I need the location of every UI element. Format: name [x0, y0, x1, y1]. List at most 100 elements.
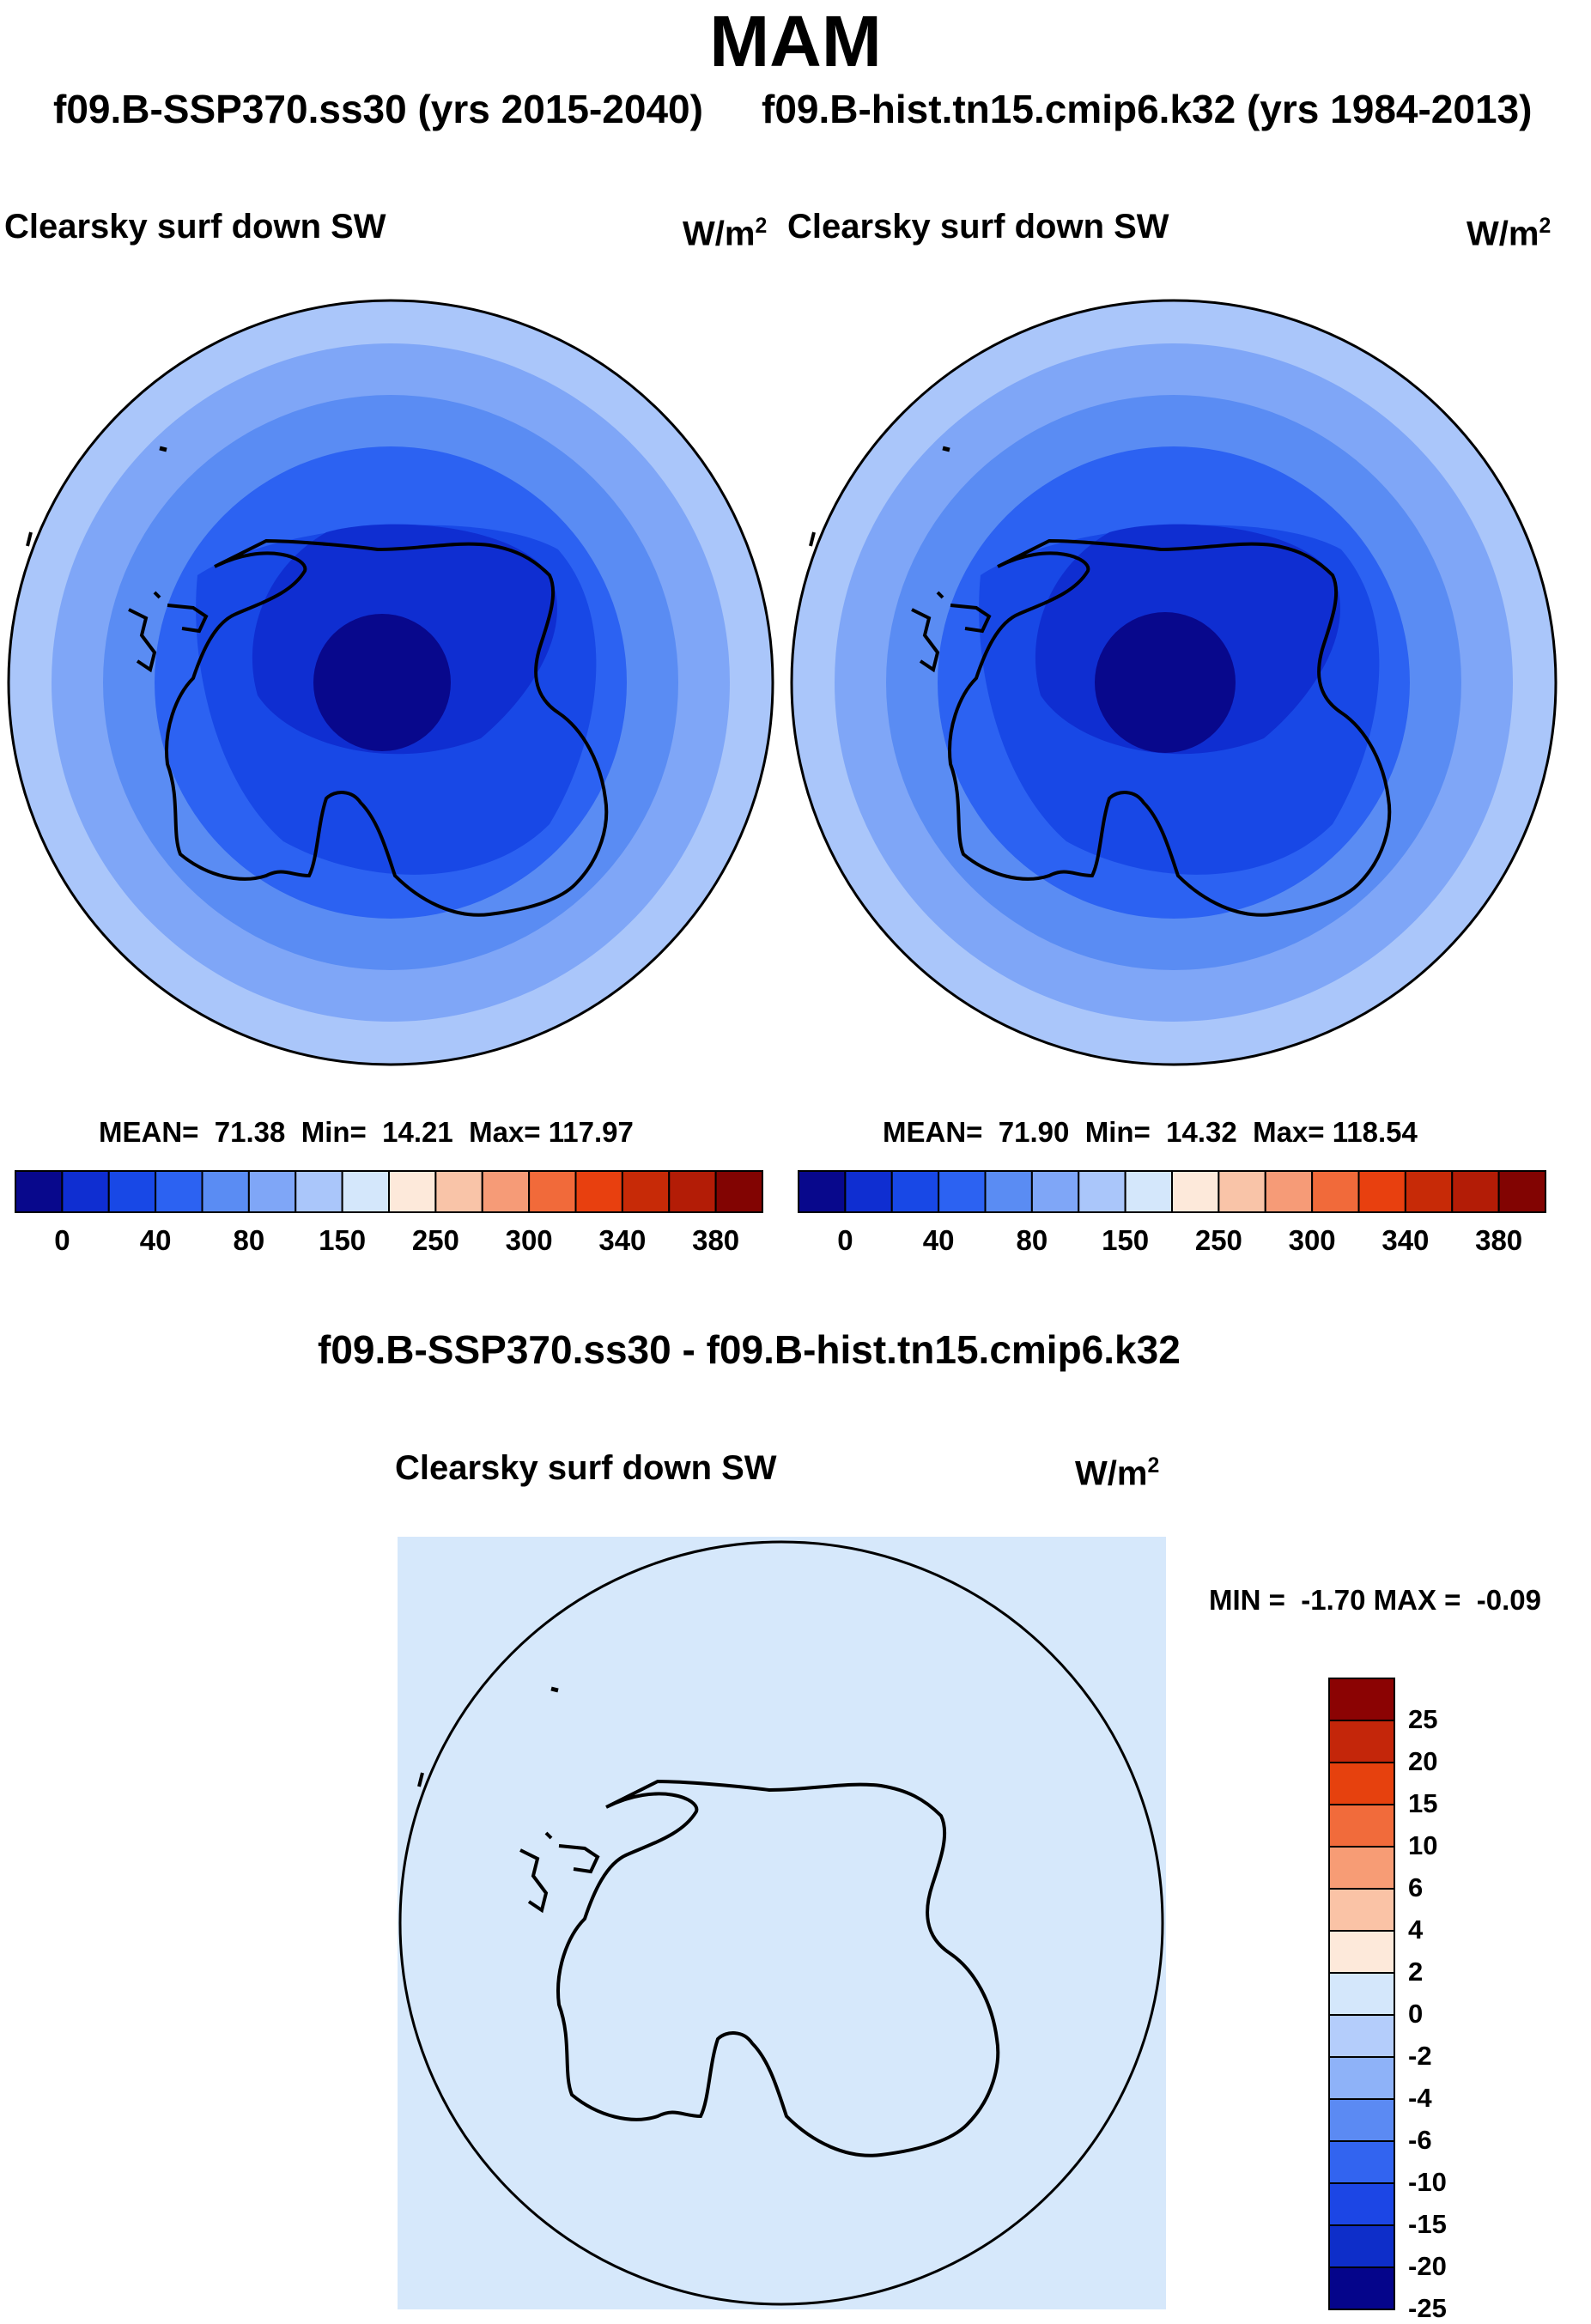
- diff-colorbar: [1328, 1678, 1395, 2310]
- right-stats: MEAN= 71.90 Min= 14.32 Max= 118.54: [883, 1116, 1418, 1148]
- diff-colorbar-label: 20: [1408, 1746, 1438, 1776]
- diff-colorbar-swatch-10: [1328, 2098, 1395, 2142]
- right-colorbar-label: 40: [922, 1224, 955, 1256]
- left-colorbar-label: 40: [139, 1224, 172, 1256]
- left-units-label: W/m2: [683, 215, 768, 253]
- right-colorbar-swatch-3: [938, 1170, 987, 1213]
- diff-colorbar-label: -25: [1408, 2293, 1447, 2323]
- right-colorbar-swatch-2: [890, 1170, 940, 1213]
- diff-colorbar-labels: 25 20 15 10 6 4 2 0 -2 -4 -6 -10 -15 -20 -25: [1408, 1678, 1511, 2323]
- diff-colorbar-swatch-4: [1328, 1846, 1395, 1890]
- diff-colorbar-label: -20: [1408, 2251, 1447, 2281]
- diff-colorbar-swatch-1: [1328, 1720, 1395, 1763]
- right-colorbar-label: 0: [837, 1224, 853, 1256]
- left-colorbar-label: 380: [692, 1224, 740, 1256]
- diff-colorbar-label: 15: [1408, 1788, 1438, 1818]
- right-colorbar-swatch-10: [1264, 1170, 1314, 1213]
- left-colorbar: [15, 1170, 763, 1213]
- diff-colorbar-swatch-2: [1328, 1762, 1395, 1805]
- left-colorbar-swatch-5: [247, 1170, 297, 1213]
- diff-colorbar-label: -4: [1408, 2083, 1432, 2113]
- left-colorbar-swatch-2: [107, 1170, 157, 1213]
- diff-colorbar-swatch-3: [1328, 1804, 1395, 1848]
- left-colorbar-swatch-8: [388, 1170, 437, 1213]
- left-map: [7, 299, 774, 1066]
- diff-colorbar-swatch-7: [1328, 1972, 1395, 2016]
- left-stats: MEAN= 71.38 Min= 14.21 Max= 117.97: [99, 1116, 634, 1148]
- left-colorbar-label: 250: [411, 1224, 459, 1256]
- right-colorbar-swatch-6: [1078, 1170, 1126, 1213]
- left-colorbar-swatch-11: [528, 1170, 577, 1213]
- right-colorbar-swatch-5: [1030, 1170, 1080, 1213]
- left-colorbar-label: 0: [54, 1224, 70, 1256]
- left-colorbar-label: 80: [233, 1224, 265, 1256]
- subtitle-left: f09.B-SSP370.ss30 (yrs 2015-2040): [53, 87, 703, 131]
- diff-map: [398, 1537, 1166, 2309]
- left-colorbar-swatch-14: [668, 1170, 717, 1213]
- diff-colorbar-swatch-9: [1328, 2056, 1395, 2100]
- left-colorbar-swatch-0: [15, 1170, 64, 1213]
- right-colorbar-swatch-13: [1404, 1170, 1454, 1213]
- diff-title: f09.B-SSP370.ss30 - f09.B-hist.tn15.cmip…: [318, 1327, 1181, 1372]
- right-map: [790, 299, 1558, 1066]
- diff-colorbar-label: -10: [1408, 2167, 1447, 2197]
- diff-colorbar-swatch-11: [1328, 2140, 1395, 2184]
- right-colorbar-label: 380: [1475, 1224, 1523, 1256]
- right-colorbar-label: 80: [1016, 1224, 1048, 1256]
- left-colorbar-label: 340: [598, 1224, 647, 1256]
- right-colorbar-swatch-12: [1357, 1170, 1406, 1213]
- left-colorbar-swatch-10: [481, 1170, 531, 1213]
- diff-colorbar-label: 4: [1408, 1914, 1424, 1945]
- diff-colorbar-label: 0: [1408, 1999, 1424, 2029]
- diff-colorbar-label: 25: [1408, 1704, 1438, 1734]
- right-colorbar-swatch-14: [1451, 1170, 1500, 1213]
- diff-units-label: W/m2: [1075, 1454, 1160, 1493]
- left-colorbar-label: 300: [505, 1224, 553, 1256]
- left-colorbar-swatch-9: [434, 1170, 483, 1213]
- left-colorbar-swatch-1: [61, 1170, 110, 1213]
- diff-colorbar-swatch-13: [1328, 2224, 1395, 2268]
- diff-colorbar-label: 2: [1408, 1957, 1424, 1987]
- right-colorbar-swatch-1: [844, 1170, 893, 1213]
- left-colorbar-swatch-3: [155, 1170, 203, 1213]
- left-colorbar-swatch-15: [714, 1170, 763, 1213]
- left-colorbar-labels: 0 40 80 150 250 300 340 380: [15, 1224, 762, 1259]
- right-colorbar-swatch-9: [1218, 1170, 1266, 1213]
- right-colorbar-label: 300: [1288, 1224, 1336, 1256]
- diff-colorbar-label: -6: [1408, 2125, 1432, 2155]
- diff-colorbar-swatch-14: [1328, 2266, 1395, 2310]
- right-colorbar-label: 340: [1381, 1224, 1430, 1256]
- left-colorbar-swatch-13: [621, 1170, 671, 1213]
- left-variable-label: Clearsky surf down SW: [4, 208, 386, 246]
- diff-colorbar-label: -15: [1408, 2209, 1447, 2239]
- diff-minmax: MIN = -1.70 MAX = -0.09: [1209, 1584, 1542, 1616]
- right-units-label: W/m2: [1467, 215, 1552, 253]
- left-colorbar-swatch-6: [295, 1170, 343, 1213]
- diff-colorbar-swatch-8: [1328, 2014, 1395, 2058]
- diff-colorbar-label: 10: [1408, 1830, 1438, 1860]
- right-colorbar: [798, 1170, 1546, 1213]
- right-colorbar-swatch-11: [1311, 1170, 1360, 1213]
- diff-colorbar-swatch-12: [1328, 2182, 1395, 2226]
- main-title: MAM: [709, 1, 882, 82]
- left-colorbar-swatch-12: [574, 1170, 623, 1213]
- right-colorbar-swatch-7: [1124, 1170, 1173, 1213]
- right-colorbar-swatch-15: [1497, 1170, 1546, 1213]
- diff-colorbar-swatch-5: [1328, 1888, 1395, 1932]
- diff-colorbar-label: 6: [1408, 1872, 1424, 1902]
- right-colorbar-labels: 0 40 80 150 250 300 340 380: [799, 1224, 1545, 1259]
- diff-colorbar-swatch-6: [1328, 1930, 1395, 1974]
- left-colorbar-swatch-4: [201, 1170, 250, 1213]
- subtitle-right: f09.B-hist.tn15.cmip6.k32 (yrs 1984-2013…: [762, 87, 1533, 131]
- right-colorbar-swatch-8: [1171, 1170, 1220, 1213]
- right-colorbar-swatch-4: [984, 1170, 1033, 1213]
- diff-variable-label: Clearsky surf down SW: [395, 1449, 777, 1487]
- diff-colorbar-swatch-0: [1328, 1678, 1395, 1721]
- left-colorbar-label: 150: [319, 1224, 367, 1256]
- right-variable-label: Clearsky surf down SW: [787, 208, 1169, 246]
- right-colorbar-swatch-0: [798, 1170, 847, 1213]
- diff-colorbar-label: -2: [1408, 2041, 1432, 2071]
- left-colorbar-swatch-7: [341, 1170, 390, 1213]
- right-colorbar-label: 250: [1194, 1224, 1242, 1256]
- right-colorbar-label: 150: [1102, 1224, 1150, 1256]
